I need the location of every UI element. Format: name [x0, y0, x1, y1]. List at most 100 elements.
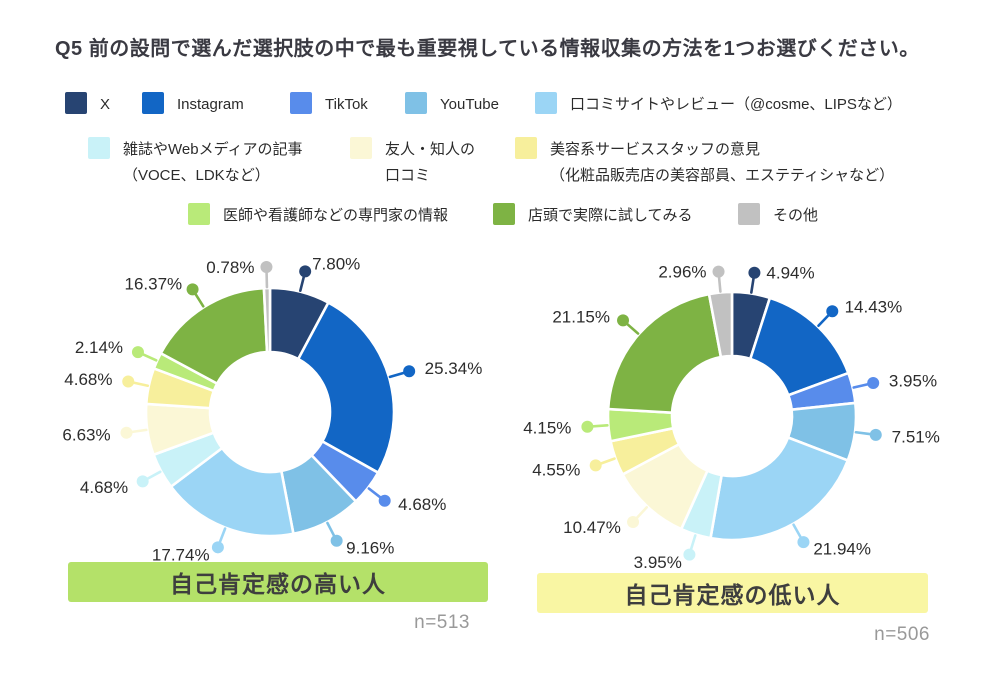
label-leader-line [592, 423, 609, 428]
slice-percent-label: 2.96% [658, 263, 706, 282]
donut-slice [606, 292, 723, 414]
legend-swatch-instagram [142, 92, 164, 114]
label-dot [378, 494, 391, 507]
label-leader-line [299, 275, 306, 293]
label-leader-line [131, 428, 148, 434]
legend-label: 友人・知人の 口コミ [385, 141, 476, 184]
label-dot [581, 420, 594, 433]
slice-percent-label: 4.68% [64, 370, 112, 389]
slice-percent-label: 21.15% [552, 307, 610, 326]
slice-percent-label: 6.63% [62, 425, 110, 444]
label-leader-line [635, 506, 648, 519]
question-title: Q5 前の設問で選んだ選択肢の中で最も重要視している情報収集の方法を1つお選びく… [55, 38, 920, 60]
slice-percent-label: 4.15% [523, 419, 571, 438]
donut-charts-canvas: 7.80% 25.34% 4.68% 9.16% 17.74% 4.68% 6.63% 4.6… [62, 255, 940, 572]
label-leader-line [367, 487, 382, 499]
legend-label: その他 [773, 207, 819, 224]
label-dot [797, 536, 810, 549]
donut-slice [707, 290, 734, 359]
legend-item-youtube: YouTube [405, 92, 499, 118]
slice-percent-label: 2.14% [75, 338, 123, 357]
slice-percent-label: 9.16% [346, 538, 394, 557]
legend-label: X [100, 96, 111, 113]
legend-item-friends: 友人・知人の 口コミ [350, 137, 475, 189]
label-dot [211, 541, 224, 554]
legend-swatch-friends [350, 137, 372, 159]
legend-label: 医師や看護師などの専門家の情報 [223, 207, 449, 224]
label-dot [120, 426, 133, 439]
donut-chart-low: 4.94% 14.43% 3.95% 7.51% 21.94% 3.95% 10.47% 4.… [523, 263, 940, 572]
donut-slice [262, 286, 272, 354]
legend-label: YouTube [440, 96, 499, 113]
label-dot [403, 365, 416, 378]
donut-slice [296, 301, 396, 474]
label-leader-line [326, 521, 336, 537]
slice-percent-label: 4.68% [80, 478, 128, 497]
label-leader-line [132, 381, 150, 388]
legend-label: 美容系サービススタッフの意見 （化粧品販売店の美容部員、エステティシャなど） [550, 141, 895, 184]
label-leader-line [689, 534, 697, 551]
legend-swatch-doctors [188, 203, 210, 225]
legend-label: TikTok [325, 96, 368, 113]
label-leader-line [600, 457, 616, 465]
label-leader-line [717, 276, 722, 293]
label-dot [330, 534, 343, 547]
legend-item-try-in-store: 店頭で実際に試してみる [493, 203, 693, 229]
legend-swatch-other [738, 203, 760, 225]
label-leader-line [626, 323, 640, 335]
legend-item-x: X [65, 92, 110, 118]
label-dot [748, 266, 761, 279]
donut-slice [709, 436, 850, 542]
slice-percent-label: 16.37% [124, 274, 182, 293]
slice-percent-label: 25.34% [425, 359, 483, 378]
slice-percent-label: 4.55% [532, 461, 580, 480]
legend-swatch-x [65, 92, 87, 114]
slice-percent-label: 7.80% [312, 255, 360, 274]
slice-percent-label: 10.47% [563, 518, 621, 537]
legend-item-magazines: 雑誌やWebメディアの記事 （VOCE、LDKなど） [88, 137, 303, 189]
label-dot [260, 261, 273, 274]
legend-item-tiktok: TikTok [290, 92, 368, 118]
label-leader-line [750, 277, 755, 294]
donut-chart-high: 7.80% 25.34% 4.68% 9.16% 17.74% 4.68% 6.63% 4.6… [62, 255, 482, 565]
label-dot [867, 376, 880, 389]
label-dot [683, 548, 696, 561]
slice-percent-label: 7.51% [892, 427, 940, 446]
legend-item-doctors: 医師や看護師などの専門家の情報 [188, 203, 448, 229]
label-dot [122, 375, 135, 388]
group-label-high-self-esteem: 自己肯定感の高い人 [68, 562, 488, 602]
label-dot [136, 475, 149, 488]
legend-item-review-sites: 口コミサイトやレビュー（@cosme、LIPSなど） [535, 92, 902, 118]
legend-swatch-youtube [405, 92, 427, 114]
legend-label: 雑誌やWebメディアの記事 （VOCE、LDKなど） [123, 141, 303, 184]
label-dot [627, 515, 640, 528]
legend-label: Instagram [177, 96, 244, 113]
label-leader-line [852, 383, 869, 389]
label-dot [826, 305, 839, 318]
label-leader-line [218, 527, 227, 544]
slice-percent-label: 14.43% [845, 298, 903, 317]
label-dot [131, 346, 144, 359]
legend-item-beauty-staff: 美容系サービススタッフの意見 （化粧品販売店の美容部員、エステティシャなど） [515, 137, 894, 189]
slice-percent-label: 17.74% [152, 546, 210, 565]
label-leader-line [817, 314, 830, 328]
legend-swatch-tiktok [290, 92, 312, 114]
slice-percent-label: 0.78% [206, 258, 254, 277]
legend-item-instagram: Instagram [142, 92, 244, 118]
legend-item-other: その他 [738, 203, 818, 229]
sample-size-low: n=506 [874, 624, 930, 645]
label-dot [186, 283, 199, 296]
slice-percent-label: 3.95% [634, 553, 682, 572]
sample-size-high: n=513 [414, 612, 470, 633]
legend-label: 口コミサイトやレビュー（@cosme、LIPSなど） [570, 96, 902, 113]
slice-percent-label: 21.94% [813, 540, 871, 559]
group-label-low-self-esteem: 自己肯定感の低い人 [537, 573, 928, 613]
label-dot [869, 428, 882, 441]
label-leader-line [142, 353, 158, 362]
label-leader-line [792, 523, 802, 539]
label-leader-line [388, 371, 405, 379]
legend-swatch-beauty-staff [515, 137, 537, 159]
label-dot [712, 265, 725, 278]
legend-label: 店頭で実際に試してみる [528, 207, 693, 224]
